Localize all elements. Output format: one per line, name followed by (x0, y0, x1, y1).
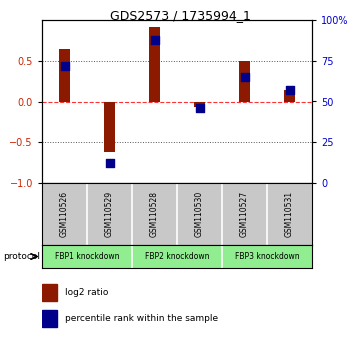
Point (242, 74, 247, 80)
Text: protocol: protocol (4, 252, 40, 261)
Text: GSM110528: GSM110528 (150, 191, 159, 237)
Point (287, 87, 292, 93)
Bar (59, 48, 70, 102)
FancyBboxPatch shape (42, 310, 57, 327)
Text: FBP3 knockdown: FBP3 knockdown (235, 252, 299, 261)
Text: FBP1 knockdown: FBP1 knockdown (55, 252, 119, 261)
Bar (194, 102, 205, 107)
Point (152, 37, 157, 42)
Text: GSM110531: GSM110531 (285, 191, 294, 237)
Text: GSM110526: GSM110526 (60, 191, 69, 237)
Bar (239, 61, 250, 102)
Point (62, 63, 68, 68)
Text: FBP2 knockdown: FBP2 knockdown (145, 252, 209, 261)
Bar (284, 90, 295, 102)
Text: log2 ratio: log2 ratio (65, 288, 108, 297)
Point (106, 161, 112, 166)
Text: GDS2573 / 1735994_1: GDS2573 / 1735994_1 (110, 9, 251, 22)
Point (197, 105, 203, 111)
Bar (104, 102, 115, 152)
Text: GSM110527: GSM110527 (240, 191, 249, 237)
Bar (149, 27, 160, 102)
Text: GSM110530: GSM110530 (195, 191, 204, 237)
Text: GSM110529: GSM110529 (105, 191, 114, 237)
FancyBboxPatch shape (42, 284, 57, 301)
Text: percentile rank within the sample: percentile rank within the sample (65, 314, 218, 324)
